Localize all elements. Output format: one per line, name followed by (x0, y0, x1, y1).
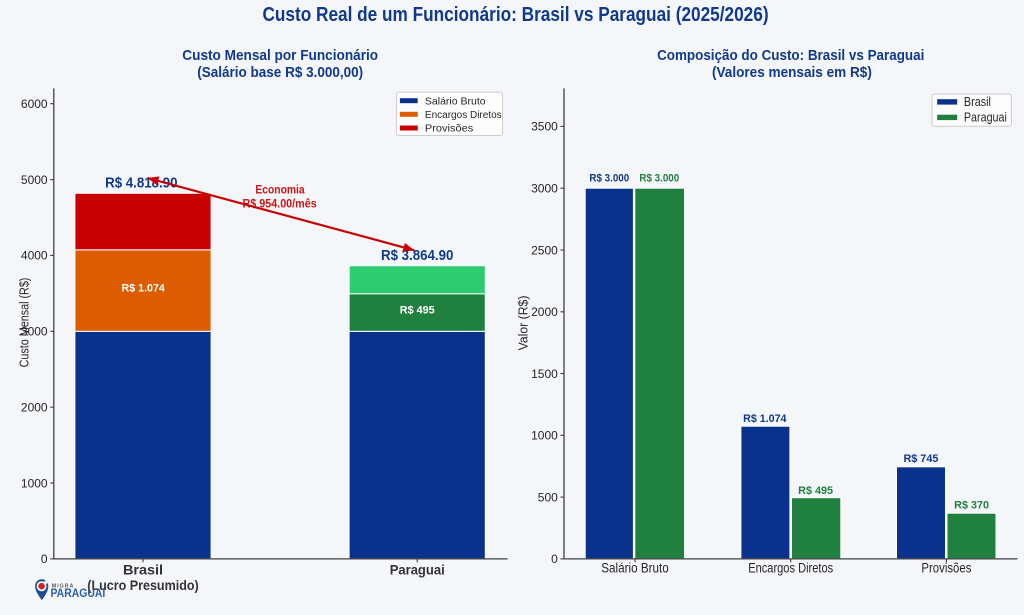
svg-text:3000: 3000 (531, 182, 558, 196)
svg-text:Encargos Diretos: Encargos Diretos (748, 560, 833, 575)
svg-text:(Salário base R$ 3.000,00): (Salário base R$ 3.000,00) (197, 65, 363, 82)
svg-text:R$ 495: R$ 495 (400, 304, 435, 316)
svg-text:R$ 495: R$ 495 (798, 485, 833, 497)
svg-text:Provisões: Provisões (921, 560, 971, 575)
svg-text:R$ 1.074: R$ 1.074 (122, 282, 165, 294)
svg-text:Paraguai: Paraguai (964, 111, 1007, 125)
svg-text:R$ 3.864.90: R$ 3.864.90 (381, 247, 454, 264)
svg-text:Custo Mensal (R$): Custo Mensal (R$) (18, 278, 32, 368)
svg-text:Custo Real de um Funcionário:: Custo Real de um Funcionário: Brasil vs … (262, 3, 768, 26)
svg-text:R$ 1.074: R$ 1.074 (743, 413, 786, 425)
svg-text:Valor (R$): Valor (R$) (516, 296, 530, 351)
svg-text:R$ 370: R$ 370 (954, 500, 989, 512)
svg-text:Salário Bruto: Salário Bruto (425, 96, 486, 108)
svg-text:Composição do Custo: Brasil vs: Composição do Custo: Brasil vs Paraguai (657, 47, 924, 64)
svg-text:1000: 1000 (531, 429, 558, 443)
svg-text:R$ 4.818.90: R$ 4.818.90 (105, 175, 178, 192)
svg-text:Paraguai: Paraguai (390, 562, 445, 577)
svg-text:R$ 3.000: R$ 3.000 (589, 173, 629, 185)
svg-text:3500: 3500 (531, 120, 558, 134)
svg-text:500: 500 (538, 490, 558, 504)
svg-text:1500: 1500 (531, 367, 558, 381)
svg-text:2000: 2000 (21, 401, 48, 415)
svg-text:Brasil: Brasil (123, 562, 163, 577)
svg-text:Brasil: Brasil (964, 95, 991, 109)
svg-text:2500: 2500 (531, 243, 558, 257)
svg-text:R$ 745: R$ 745 (903, 453, 938, 465)
svg-text:0: 0 (41, 552, 48, 566)
svg-text:1000: 1000 (21, 476, 48, 490)
svg-text:MIGRA: MIGRA (52, 583, 74, 589)
svg-text:(Lucro Presumido): (Lucro Presumido) (87, 578, 198, 594)
svg-text:Custo Mensal por Funcionário: Custo Mensal por Funcionário (182, 47, 378, 64)
svg-text:PARAGUAI: PARAGUAI (51, 587, 106, 600)
svg-text:6000: 6000 (21, 97, 48, 111)
svg-text:0: 0 (551, 552, 558, 566)
svg-text:Provisões: Provisões (425, 123, 473, 135)
svg-text:Economia: Economia (255, 184, 305, 197)
svg-text:Salário Bruto: Salário Bruto (601, 561, 668, 576)
svg-text:(Valores mensais em R$): (Valores mensais em R$) (712, 65, 872, 82)
svg-text:4000: 4000 (21, 249, 48, 263)
svg-text:2000: 2000 (531, 305, 558, 319)
svg-text:3000: 3000 (21, 325, 48, 339)
svg-text:R$ 3.000: R$ 3.000 (639, 173, 679, 185)
svg-text:5000: 5000 (21, 173, 48, 187)
svg-text:Encargos Diretos: Encargos Diretos (425, 110, 502, 121)
svg-text:R$ 954.00/mês: R$ 954.00/mês (242, 198, 316, 211)
